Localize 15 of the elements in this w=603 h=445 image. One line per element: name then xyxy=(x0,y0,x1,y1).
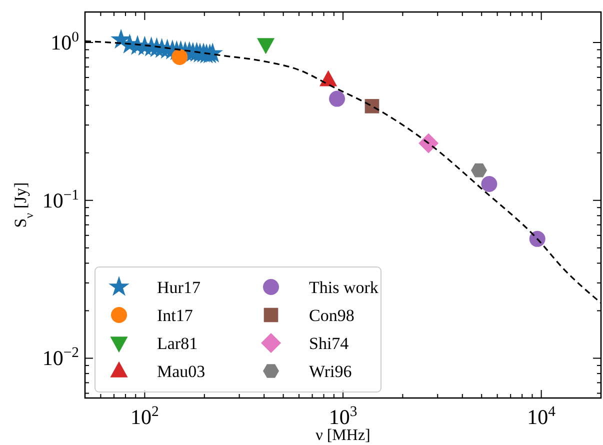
legend-label: Hur17 xyxy=(157,278,201,297)
legend-label: Lar81 xyxy=(157,334,198,353)
legend-label: Int17 xyxy=(157,306,194,325)
x-tick-label: 10$^{3}$ xyxy=(328,404,358,429)
legend-label: Wri96 xyxy=(309,362,352,381)
legend-label: Con98 xyxy=(309,306,354,325)
legend-label: Mau03 xyxy=(157,362,206,381)
y-tick-label: 10$^{−2}$ xyxy=(42,345,79,370)
x-tick-label: 10$^{2}$ xyxy=(130,404,159,429)
x-axis-title: ν [MHz] xyxy=(316,427,370,444)
legend-label: Shi74 xyxy=(309,334,350,353)
y-tick-label: 10$^{−1}$ xyxy=(42,187,79,212)
legend-label: This work xyxy=(309,278,379,297)
x-tick-label: 10$^{4}$ xyxy=(527,404,556,429)
y-tick-label: 10$^{0}$ xyxy=(50,29,79,54)
